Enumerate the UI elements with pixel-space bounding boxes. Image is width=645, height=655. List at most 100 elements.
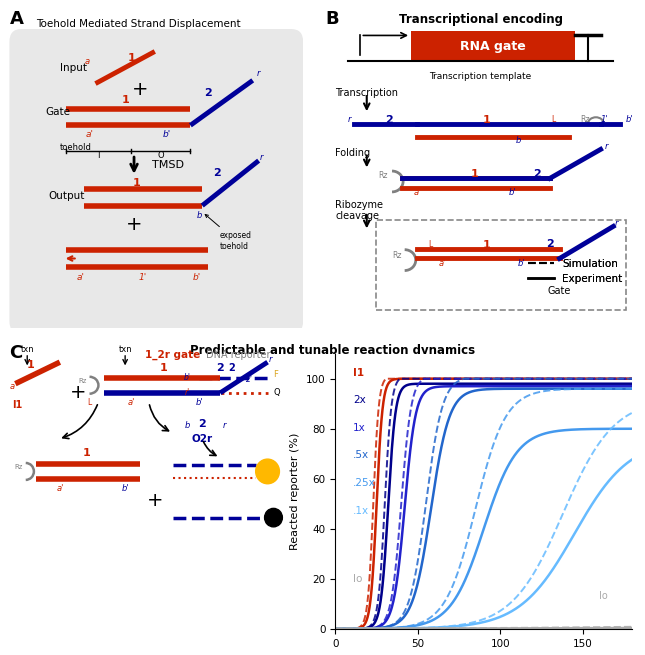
Text: 2x: 2x	[353, 396, 366, 405]
Text: Transcription template: Transcription template	[430, 72, 531, 81]
Text: Toehold Mediated Strand Displacement: Toehold Mediated Strand Displacement	[36, 20, 241, 29]
Text: DNA reporter: DNA reporter	[206, 350, 270, 360]
Text: 2: 2	[228, 364, 235, 373]
Text: 1: 1	[483, 240, 491, 250]
Text: O2r: O2r	[192, 434, 213, 445]
Text: .5x: .5x	[353, 451, 370, 460]
Text: a': a'	[413, 187, 421, 196]
Text: 1: 1	[127, 53, 135, 63]
Text: b': b'	[163, 130, 171, 140]
Text: Predictable and tunable reaction dynamics: Predictable and tunable reaction dynamic…	[190, 344, 475, 357]
Text: 1': 1'	[600, 115, 608, 124]
Text: Transcription: Transcription	[335, 88, 398, 98]
Text: C: C	[10, 344, 23, 362]
Text: .25x: .25x	[353, 478, 376, 488]
Text: 2': 2'	[246, 375, 253, 384]
Text: txn: txn	[21, 345, 34, 354]
Text: 1: 1	[121, 94, 129, 105]
Text: b': b'	[626, 115, 633, 124]
Legend: Simulation, Experiment: Simulation, Experiment	[524, 254, 627, 288]
Text: Rz: Rz	[378, 171, 387, 180]
Text: .1x: .1x	[353, 506, 370, 515]
Text: b': b'	[192, 273, 201, 282]
FancyBboxPatch shape	[411, 31, 575, 61]
Text: I: I	[97, 151, 100, 160]
Text: 1: 1	[83, 448, 90, 458]
Text: a: a	[84, 56, 90, 66]
Text: 2: 2	[213, 168, 221, 178]
Text: 1x: 1x	[353, 423, 366, 433]
Text: RNA gate: RNA gate	[461, 39, 526, 52]
Text: exposed
toehold: exposed toehold	[205, 214, 252, 251]
Text: r: r	[269, 354, 272, 364]
Text: +: +	[126, 215, 143, 234]
Text: 2: 2	[385, 115, 393, 124]
Text: 1: 1	[470, 169, 478, 179]
Text: 1: 1	[26, 360, 34, 370]
Text: b': b'	[518, 259, 526, 268]
Text: b': b'	[195, 398, 203, 407]
Text: a': a'	[86, 130, 94, 140]
Circle shape	[255, 459, 279, 484]
Text: 2: 2	[216, 364, 224, 373]
Text: L: L	[551, 115, 555, 124]
Text: 1: 1	[133, 178, 141, 188]
Text: r: r	[223, 421, 226, 430]
Text: b: b	[516, 136, 521, 145]
Text: I1: I1	[353, 368, 364, 378]
Text: a': a'	[77, 273, 84, 282]
Text: b: b	[197, 211, 202, 219]
Text: 1: 1	[160, 364, 168, 373]
Text: Io: Io	[599, 591, 608, 601]
Circle shape	[264, 508, 283, 527]
Text: Rz: Rz	[15, 464, 23, 470]
Text: 1: 1	[483, 115, 491, 124]
Text: a': a'	[127, 398, 135, 407]
Text: 2: 2	[546, 239, 554, 249]
Text: Gate: Gate	[45, 107, 70, 117]
FancyBboxPatch shape	[376, 220, 626, 310]
Text: Rz: Rz	[392, 251, 402, 260]
Text: b': b'	[508, 187, 516, 196]
Text: O: O	[157, 151, 164, 160]
Text: 2: 2	[204, 88, 212, 98]
Text: +: +	[70, 383, 86, 402]
Text: L: L	[88, 398, 92, 407]
Text: Io: Io	[353, 574, 362, 584]
Text: +: +	[146, 491, 163, 510]
Text: r: r	[615, 219, 618, 228]
Text: +: +	[132, 81, 148, 100]
Text: b: b	[184, 421, 190, 430]
Text: Input: Input	[60, 62, 87, 73]
Text: 1_2r gate: 1_2r gate	[145, 350, 200, 360]
Text: 2: 2	[533, 169, 541, 179]
Text: txn: txn	[118, 345, 132, 354]
Text: Q: Q	[273, 388, 280, 398]
Text: L: L	[428, 240, 432, 249]
FancyBboxPatch shape	[10, 29, 303, 334]
Text: A: A	[10, 10, 23, 28]
Text: Ribozyme
cleavage: Ribozyme cleavage	[335, 200, 383, 221]
Text: Gate: Gate	[548, 286, 571, 295]
Text: r: r	[260, 153, 263, 162]
Text: Rz: Rz	[78, 378, 86, 384]
Text: b': b'	[121, 484, 129, 493]
Text: Folding: Folding	[335, 147, 370, 158]
Y-axis label: Reacted reporter (%): Reacted reporter (%)	[290, 432, 301, 550]
Text: 1': 1'	[139, 273, 147, 282]
Text: r': r'	[185, 388, 190, 398]
Text: 2: 2	[199, 419, 206, 429]
Text: a: a	[10, 383, 15, 391]
Text: Transcriptional encoding: Transcriptional encoding	[399, 13, 562, 26]
Text: toehold: toehold	[60, 143, 92, 152]
Text: TMSD: TMSD	[152, 160, 184, 170]
Text: B: B	[326, 10, 339, 28]
Text: r: r	[348, 115, 351, 124]
Text: r: r	[605, 141, 609, 151]
Text: r: r	[257, 69, 261, 79]
Text: Rz: Rz	[580, 115, 590, 124]
Text: b': b'	[183, 373, 190, 382]
X-axis label: Time (min): Time (min)	[453, 654, 514, 655]
Text: a': a'	[56, 484, 64, 493]
Text: F: F	[273, 370, 279, 379]
